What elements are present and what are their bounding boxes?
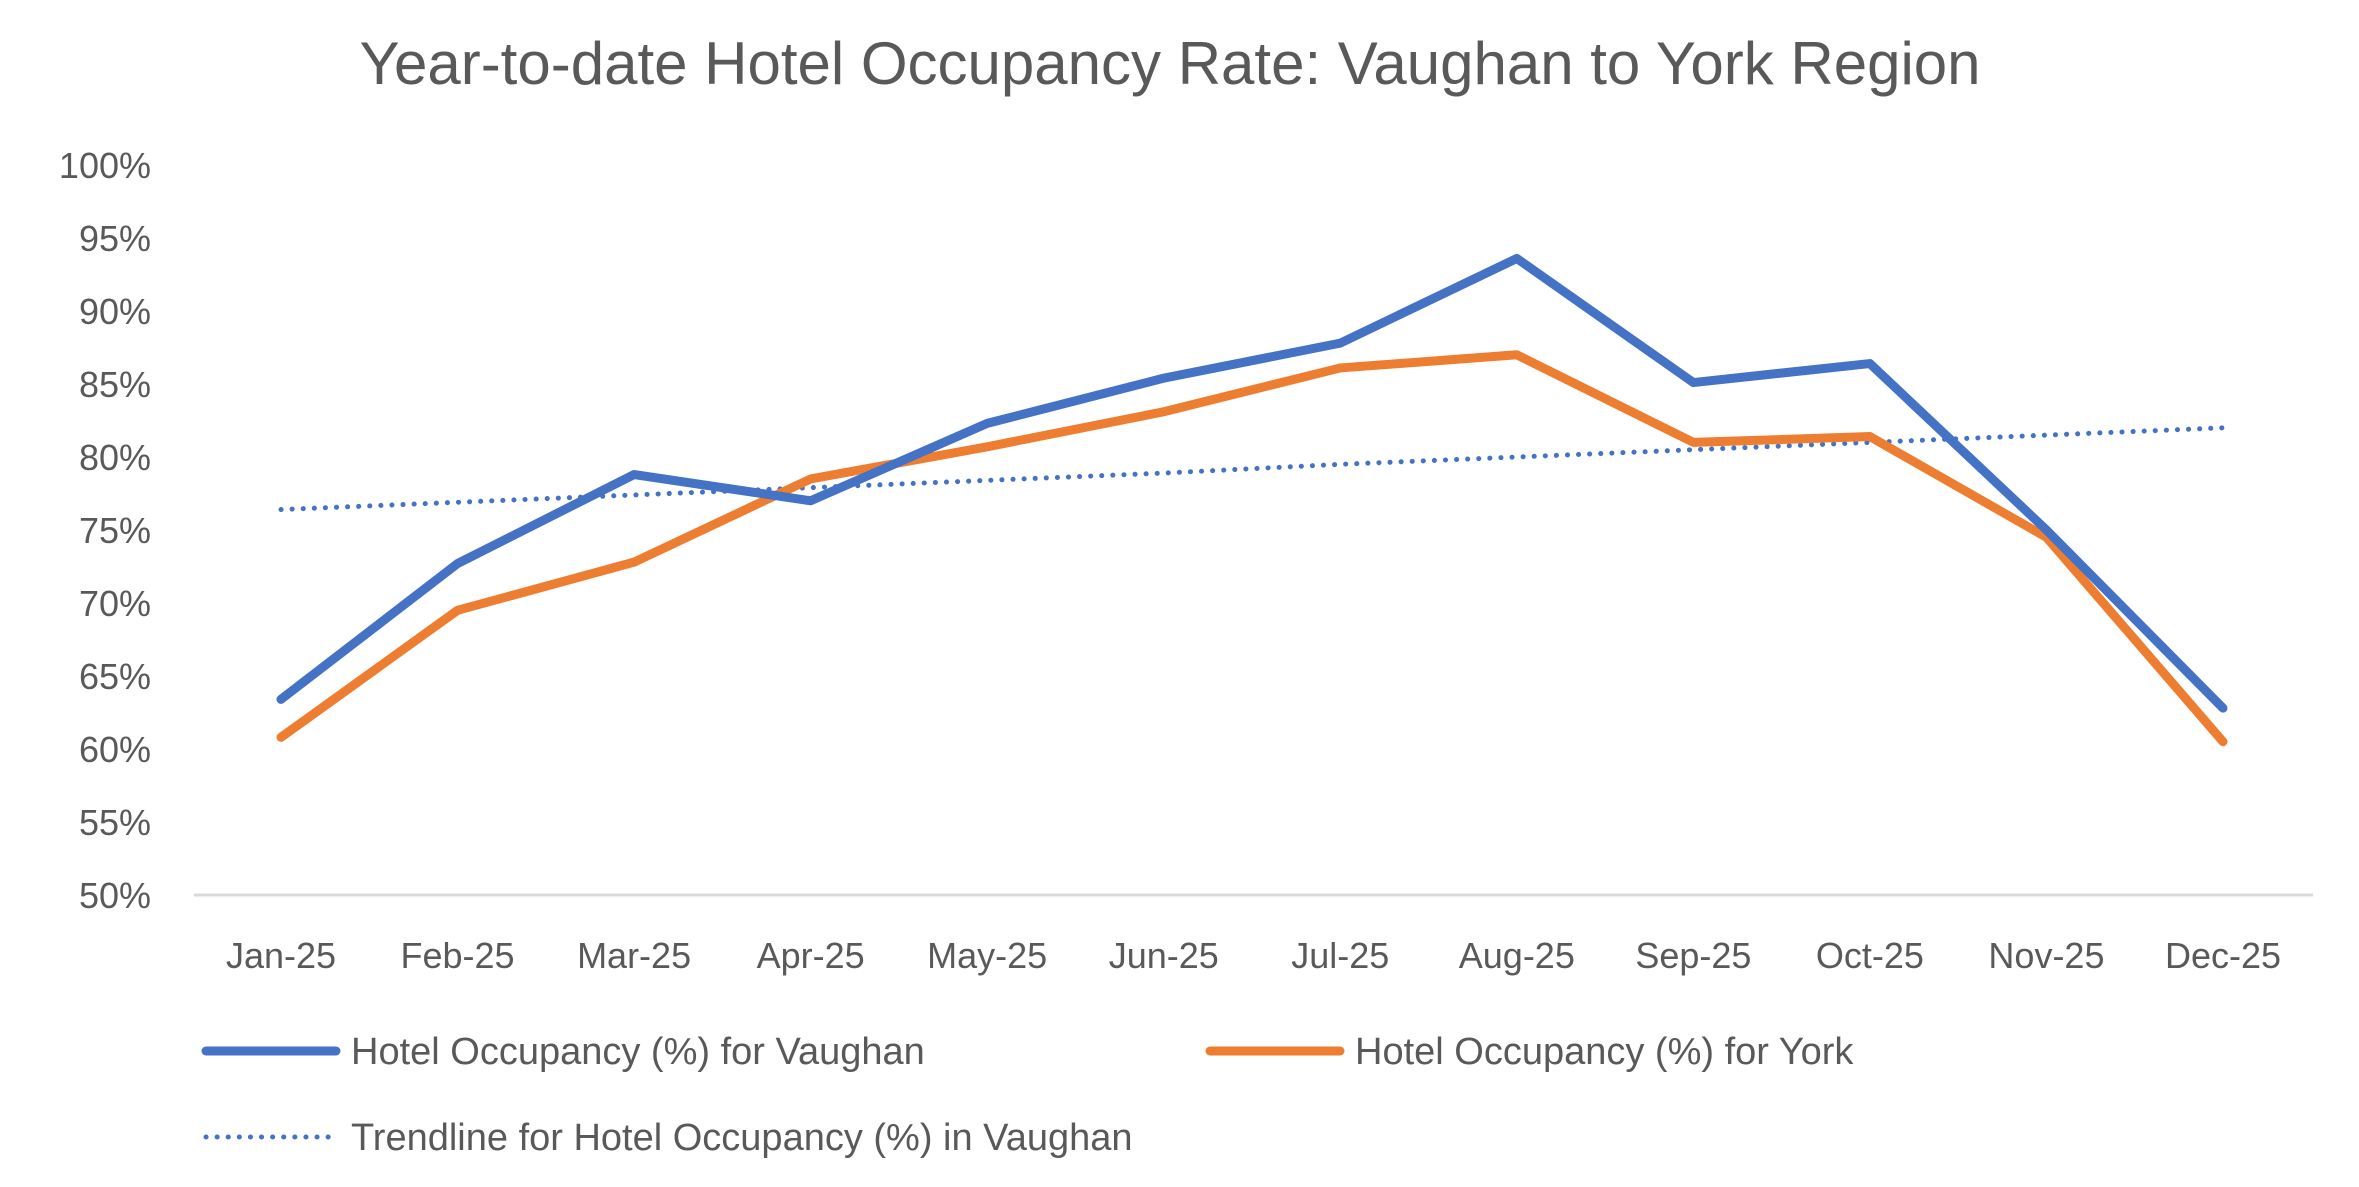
y-tick-label: 65% xyxy=(79,656,151,697)
y-tick-label: 55% xyxy=(79,802,151,843)
x-tick-label: Sep-25 xyxy=(1635,935,1751,976)
data-point xyxy=(1869,442,1870,443)
x-tick-label: Jul-25 xyxy=(1291,935,1389,976)
y-axis: 50% 55% 60% 65% 70% 75% 80% 85% 90% 95% 100% xyxy=(59,145,151,916)
x-tick-label: May-25 xyxy=(927,935,1047,976)
x-tick-label: Oct-25 xyxy=(1816,935,1924,976)
x-tick-label: Jan-25 xyxy=(226,935,336,976)
y-tick-label: 70% xyxy=(79,583,151,624)
y-tick-label: 90% xyxy=(79,291,151,332)
data-point xyxy=(1693,449,1694,450)
x-tick-label: Feb-25 xyxy=(401,935,515,976)
data-point xyxy=(987,480,988,481)
x-tick-label: Dec-25 xyxy=(2165,935,2281,976)
x-tick-label: Mar-25 xyxy=(577,935,691,976)
data-point xyxy=(1516,457,1517,458)
x-tick-label: Nov-25 xyxy=(1988,935,2104,976)
y-tick-label: 80% xyxy=(79,437,151,478)
data-point xyxy=(1340,464,1341,465)
x-tick-label: Jun-25 xyxy=(1109,935,1219,976)
series-line-york xyxy=(276,350,2228,747)
trendline-vaughan xyxy=(278,425,2226,513)
y-tick-label: 95% xyxy=(79,218,151,259)
y-tick-label: 100% xyxy=(59,145,151,186)
legend-label: Hotel Occupancy (%) for Vaughan xyxy=(351,1031,925,1073)
y-tick-label: 50% xyxy=(79,875,151,916)
y-tick-label: 75% xyxy=(79,510,151,551)
series-group xyxy=(276,253,2228,747)
x-tick-label: Apr-25 xyxy=(757,935,865,976)
legend: Hotel Occupancy (%) for Vaughan Hotel Occ… xyxy=(201,1031,1854,1159)
series-line-vaughan xyxy=(276,253,2228,713)
y-tick-label: 85% xyxy=(79,364,151,405)
data-point xyxy=(1163,473,1164,474)
legend-label: Hotel Occupancy (%) for York xyxy=(1355,1031,1854,1073)
chart-title: Year-to-date Hotel Occupancy Rate: Vaugh… xyxy=(359,30,1980,97)
legend-label: Trendline for Hotel Occupancy (%) in Vau… xyxy=(351,1117,1133,1159)
x-tick-label: Aug-25 xyxy=(1459,935,1575,976)
y-tick-label: 60% xyxy=(79,729,151,770)
x-axis: Jan-25 Feb-25 Mar-25 Apr-25 May-25 Jun-25 Jul-… xyxy=(226,935,2281,976)
